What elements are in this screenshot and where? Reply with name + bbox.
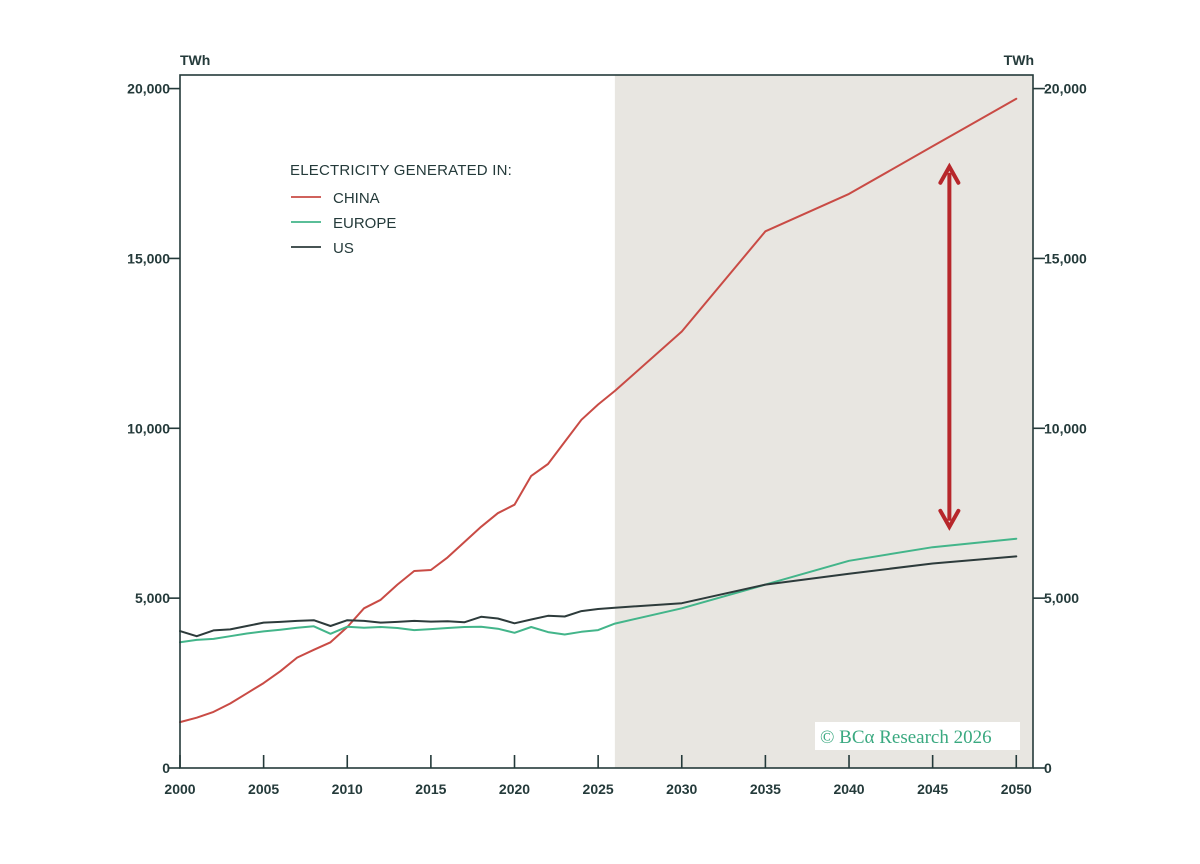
y-tick-label-left: 20,000: [127, 81, 170, 97]
y-tick-label-left: 10,000: [127, 420, 170, 436]
y-tick-label-right: 0: [1044, 760, 1052, 776]
watermark: © BCα Research 2026: [815, 722, 1020, 750]
y-tick-label-right: 15,000: [1044, 250, 1087, 266]
arrow-head-up: [938, 162, 961, 185]
x-tick-label: 2035: [750, 781, 781, 797]
y-axis-unit-right: TWh: [1004, 52, 1034, 68]
series-line-europe: [179, 537, 1018, 644]
legend-title: ELECTRICITY GENERATED IN:: [290, 162, 512, 179]
arrow-head-down: [938, 508, 961, 531]
x-tick-label: 2010: [332, 781, 363, 797]
series-line-china: [179, 97, 1018, 724]
legend-label-us: US: [333, 240, 354, 257]
x-tick-label: 2020: [499, 781, 530, 797]
y-tick-label-right: 10,000: [1044, 420, 1087, 436]
x-tick-label: 2025: [583, 781, 614, 797]
watermark-text: © BCα Research 2026: [820, 727, 992, 748]
x-tick-label: 2030: [666, 781, 697, 797]
y-axis-unit-left: TWh: [180, 52, 210, 68]
x-tick-label: 2050: [1001, 781, 1032, 797]
y-tick-label-right: 20,000: [1044, 81, 1087, 97]
series-layer: [179, 97, 1018, 724]
legend: ELECTRICITY GENERATED IN: CHINA EUROPE US: [290, 162, 512, 257]
x-tick-label: 2000: [164, 781, 195, 797]
y-tick-label-right: 5,000: [1044, 590, 1079, 606]
x-tick-label: 2015: [415, 781, 446, 797]
ticks-layer: 2000 2005 2010 2015 2020 2025 2030 2035 2040 2045…: [127, 81, 1087, 797]
x-tick-label: 2040: [833, 781, 864, 797]
legend-label-europe: EUROPE: [333, 215, 396, 232]
double-arrow: [938, 162, 961, 531]
y-tick-label-left: 0: [162, 760, 170, 776]
series-line-us: [179, 555, 1018, 638]
plot-frame: [179, 74, 1034, 769]
annotation-layer: [938, 162, 961, 531]
projection-shading: [614, 75, 1033, 768]
legend-label-china: CHINA: [333, 190, 380, 207]
y-tick-label-left: 5,000: [135, 590, 170, 606]
y-tick-label-left: 15,000: [127, 250, 170, 266]
x-tick-label: 2005: [248, 781, 279, 797]
x-tick-label: 2045: [917, 781, 948, 797]
